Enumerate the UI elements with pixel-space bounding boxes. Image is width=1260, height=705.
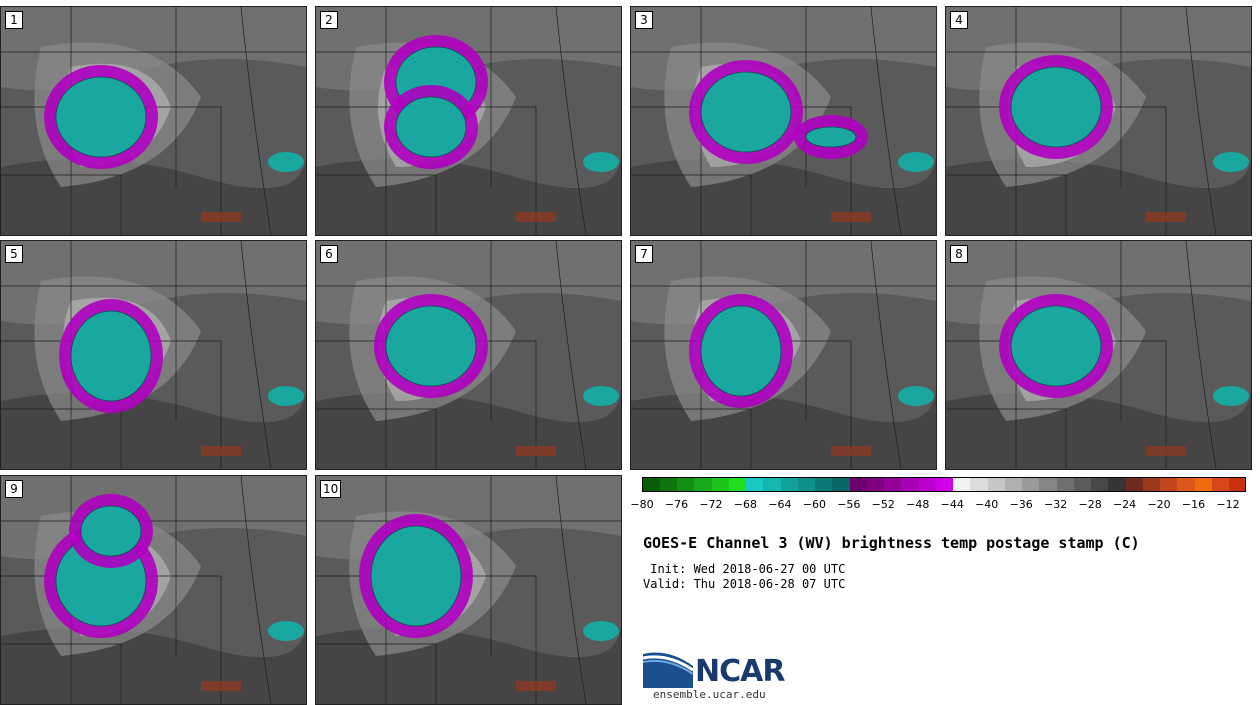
satellite-map bbox=[316, 241, 621, 469]
colorbar-swatch bbox=[659, 477, 677, 492]
colorbar-tick-label: −68 bbox=[733, 498, 758, 511]
colorbar-tick-label: −44 bbox=[940, 498, 964, 511]
panel-label: 3 bbox=[635, 11, 653, 29]
ncar-logo: NCAR ensemble.ucar.edu bbox=[643, 646, 803, 702]
panel-label: 5 bbox=[5, 245, 23, 263]
colorbar-swatch bbox=[728, 477, 747, 492]
colorbar-tick-label: −52 bbox=[871, 498, 895, 511]
colorbar-swatch bbox=[918, 477, 936, 492]
stamp-panel-5: 5 bbox=[0, 240, 307, 470]
colorbar-tick-label: −72 bbox=[699, 498, 723, 511]
valid-time: Valid: Thu 2018-06-28 07 UTC bbox=[643, 577, 846, 591]
colorbar-tick-label: −32 bbox=[1044, 498, 1068, 511]
colorbar-swatch bbox=[987, 477, 1005, 492]
panel-label: 8 bbox=[950, 245, 968, 263]
colorbar-swatch bbox=[1073, 477, 1092, 492]
colorbar-swatch bbox=[693, 477, 712, 492]
stamp-panel-4: 4 bbox=[945, 6, 1252, 236]
stamp-panel-2: 2 bbox=[315, 6, 622, 236]
colorbar-swatch bbox=[642, 477, 660, 492]
satellite-map bbox=[946, 7, 1251, 235]
colorbar-swatch bbox=[1228, 477, 1247, 492]
colorbar-swatch bbox=[1194, 477, 1212, 492]
colorbar-swatch bbox=[1142, 477, 1161, 492]
colorbar-tick-label: −80 bbox=[630, 498, 654, 511]
colorbar-swatch bbox=[780, 477, 798, 492]
stamp-panel-3: 3 bbox=[630, 6, 937, 236]
colorbar-tick-label: −12 bbox=[1216, 498, 1240, 511]
colorbar-tick-label: −60 bbox=[802, 498, 826, 511]
colorbar-swatch bbox=[745, 477, 764, 492]
satellite-map bbox=[316, 476, 621, 704]
colorbar-swatch bbox=[797, 477, 816, 492]
colorbar-swatch bbox=[1159, 477, 1178, 492]
colorbar-swatch bbox=[1021, 477, 1040, 492]
colorbar-swatch bbox=[1056, 477, 1074, 492]
colorbar-swatch bbox=[1107, 477, 1126, 492]
colorbar-swatch bbox=[849, 477, 867, 492]
colorbar-swatch bbox=[935, 477, 954, 492]
panel-label: 7 bbox=[635, 245, 653, 263]
colorbar-swatch bbox=[900, 477, 919, 492]
stamp-panel-8: 8 bbox=[945, 240, 1252, 470]
colorbar-tick-label: −28 bbox=[1078, 498, 1102, 511]
colorbar-tick-label: −48 bbox=[906, 498, 930, 511]
colorbar-tick-label: −20 bbox=[1147, 498, 1171, 511]
satellite-map bbox=[631, 7, 936, 235]
colorbar-swatch bbox=[1211, 477, 1230, 492]
colorbar-swatch bbox=[866, 477, 885, 492]
panel-label: 4 bbox=[950, 11, 968, 29]
stamp-panel-10: 10 bbox=[315, 475, 622, 705]
stamp-panel-7: 7 bbox=[630, 240, 937, 470]
colorbar-swatch bbox=[831, 477, 850, 492]
panel-label: 1 bbox=[5, 11, 23, 29]
colorbar-tick-label: −64 bbox=[768, 498, 792, 511]
satellite-map bbox=[1, 476, 306, 704]
colorbar-swatch bbox=[969, 477, 988, 492]
ncar-logo-icon bbox=[643, 652, 693, 688]
colorbar-swatch bbox=[952, 477, 971, 492]
colorbar: −80 −76 −72 −68 −64 −60 −56 −52 −48 −44 −40 −36 −32−… bbox=[630, 477, 1248, 517]
panel-label: 9 bbox=[5, 480, 23, 498]
colorbar-tick-label: −56 bbox=[837, 498, 861, 511]
colorbar-swatch bbox=[711, 477, 729, 492]
colorbar-tick-label: −76 bbox=[664, 498, 689, 511]
colorbar-swatch bbox=[1176, 477, 1195, 492]
colorbar-tick-label: −16 bbox=[1181, 498, 1206, 511]
colorbar-tick-label: −24 bbox=[1112, 498, 1137, 511]
init-time: Init: Wed 2018-06-27 00 UTC bbox=[643, 562, 846, 576]
logo-name: NCAR bbox=[695, 654, 785, 689]
figure-title: GOES-E Channel 3 (WV) brightness temp po… bbox=[643, 534, 1140, 552]
stamp-panel-1: 1 bbox=[0, 6, 307, 236]
stamp-panel-6: 6 bbox=[315, 240, 622, 470]
satellite-map bbox=[631, 241, 936, 469]
colorbar-swatch bbox=[1125, 477, 1143, 492]
colorbar-swatch bbox=[676, 477, 695, 492]
colorbar-swatch bbox=[1038, 477, 1057, 492]
satellite-map bbox=[946, 241, 1251, 469]
logo-url: ensemble.ucar.edu bbox=[653, 688, 766, 701]
colorbar-swatch bbox=[762, 477, 781, 492]
colorbar-swatch bbox=[883, 477, 902, 492]
panel-label: 10 bbox=[320, 480, 342, 498]
panel-label: 2 bbox=[320, 11, 338, 29]
panel-label: 6 bbox=[320, 245, 338, 263]
satellite-map bbox=[1, 7, 306, 235]
colorbar-tick-label: −40 bbox=[975, 498, 999, 511]
satellite-map bbox=[316, 7, 621, 235]
stamp-panel-9: 9 bbox=[0, 475, 307, 705]
colorbar-tick-label: −36 bbox=[1009, 498, 1033, 511]
colorbar-swatch bbox=[814, 477, 833, 492]
satellite-map bbox=[1, 241, 306, 469]
colorbar-swatch bbox=[1004, 477, 1023, 492]
colorbar-swatch bbox=[1090, 477, 1109, 492]
